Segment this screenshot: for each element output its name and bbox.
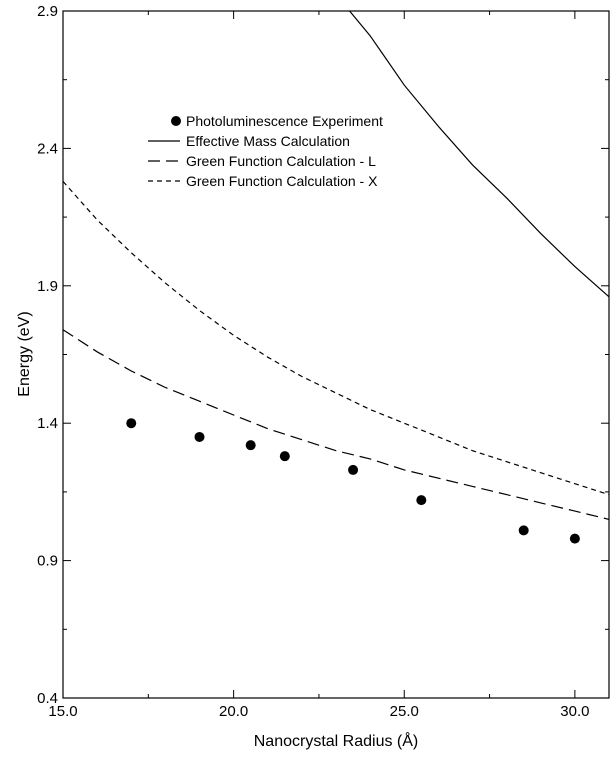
legend-label-green-x: Green Function Calculation - X — [186, 173, 378, 189]
y-tick-label: 0.4 — [37, 690, 58, 707]
legend: Photoluminescence Experiment Effective M… — [148, 113, 383, 189]
series-line-1 — [349, 10, 610, 298]
y-tick-label: 0.9 — [37, 553, 58, 570]
legend-label-effective-mass: Effective Mass Calculation — [186, 133, 350, 149]
y-tick-label: 1.4 — [37, 415, 58, 432]
axis-ticks: 15.0 20.0 25.0 30.0 0.4 0.9 1.4 1.9 2.4 2.9 — [37, 3, 609, 720]
photoluminescence-point — [416, 495, 427, 506]
photoluminescence-point — [348, 464, 359, 475]
legend-label-green-l: Green Function Calculation - L — [186, 153, 376, 169]
x-tick-label: 20.0 — [219, 703, 248, 720]
photoluminescence-point — [518, 525, 529, 536]
series-line-3 — [62, 181, 610, 496]
x-tick-label: 15.0 — [48, 703, 77, 720]
x-tick-label: 30.0 — [560, 703, 589, 720]
x-axis-title: Nanocrystal Radius (Å) — [254, 731, 419, 750]
legend-marker-photoluminescence — [171, 116, 181, 126]
photoluminescence-point — [126, 418, 137, 429]
series-layer — [62, 10, 610, 544]
photoluminescence-point — [569, 533, 580, 544]
series-line-2 — [62, 329, 610, 520]
y-tick-label: 2.9 — [37, 3, 58, 20]
y-tick-label: 2.4 — [37, 140, 58, 157]
photoluminescence-point — [194, 431, 205, 442]
photoluminescence-point — [245, 440, 256, 451]
x-tick-label: 25.0 — [390, 703, 419, 720]
photoluminescence-point — [279, 451, 290, 462]
y-axis-title: Energy (eV) — [16, 311, 33, 396]
legend-label-photoluminescence: Photoluminescence Experiment — [186, 113, 383, 129]
y-tick-label: 1.9 — [37, 278, 58, 295]
